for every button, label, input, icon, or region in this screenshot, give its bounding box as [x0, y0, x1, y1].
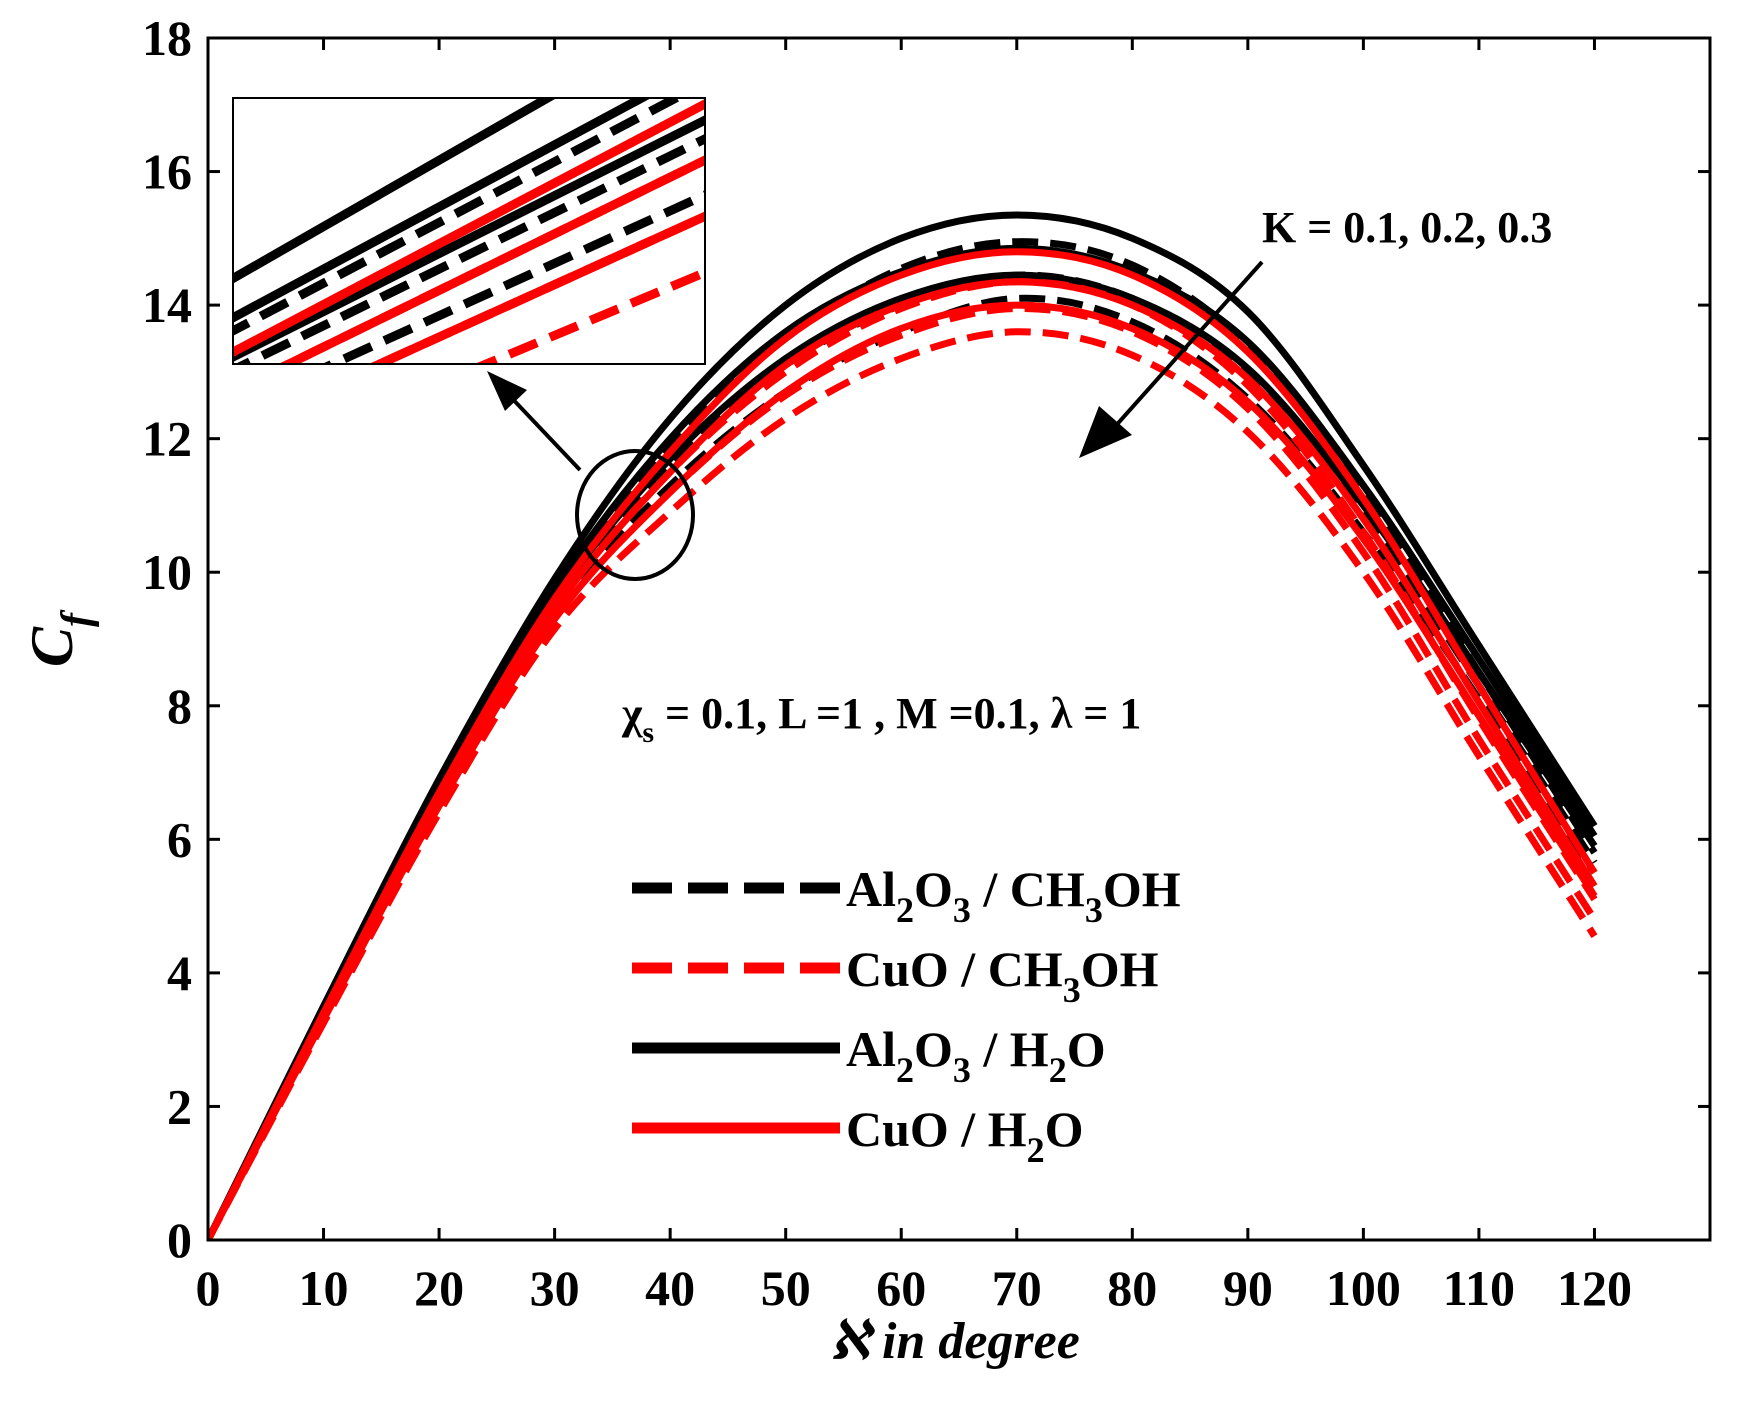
inset-frame	[232, 97, 706, 365]
x-axis: 0 10 20 30 40 50 60 70 80 90 100 110 120	[196, 38, 1632, 1316]
legend-label-al2o3-ch3oh: Al2O3 / CH3OH	[846, 861, 1181, 930]
x-tick-label-90: 90	[1223, 1260, 1273, 1316]
x-tick-label-70: 70	[992, 1260, 1042, 1316]
y-tick-label-18: 18	[142, 10, 192, 66]
y-axis: 0 2 4 6 8 10 12 14 16 18	[142, 10, 1710, 1268]
zoom-marker	[487, 371, 695, 581]
legend-label-cuo-h2o: CuO / H2O	[846, 1101, 1084, 1170]
k-arrow-shaft	[1110, 260, 1264, 432]
series-line-cuo-ch3oh-k-0-3	[208, 328, 1598, 1240]
x-tick-label-40: 40	[645, 1260, 695, 1316]
y-tick-label-4: 4	[167, 945, 192, 1001]
chi-subscript: s	[642, 716, 654, 749]
x-tick-label-0: 0	[196, 1260, 221, 1316]
zoom-arrow-shaft	[504, 390, 582, 472]
inset-line-al2o3-ch3oh-k-0-2	[235, 133, 705, 364]
inset-line-cuo-h2o-k-0-1	[233, 98, 705, 358]
y-tick-label-0: 0	[167, 1212, 192, 1268]
legend: Al2O3 / CH3OH CuO / CH3OH Al2O3 / H2O CuO /…	[632, 861, 1181, 1170]
legend-label-al2o3-h2o: Al2O3 / H2O	[846, 1021, 1106, 1090]
x-tick-label-50: 50	[761, 1260, 811, 1316]
inset-line-al2o3-ch3oh-k-0-3	[321, 190, 705, 364]
y-axis-label: Cf	[19, 609, 100, 667]
plot-frame	[206, 36, 1712, 1242]
y-tick-label-6: 6	[167, 811, 192, 867]
x-tick-label-120: 120	[1557, 1260, 1632, 1316]
inset-lines	[233, 98, 705, 364]
zoom-circle	[575, 449, 695, 581]
inset-line-al2o3-ch3oh-k-0-1	[233, 98, 686, 336]
inset-line-cuo-ch3oh-k-0-1	[278, 155, 705, 364]
zoom-inset	[232, 97, 706, 365]
parameter-values: = 0.1, L =1 , M =0.1, λ = 1	[654, 689, 1141, 738]
x-tick-label-110: 110	[1443, 1260, 1515, 1316]
y-tick-label-2: 2	[167, 1078, 192, 1134]
y-axis-label-subscript: f	[54, 609, 100, 627]
y-tick-label-8: 8	[167, 678, 192, 734]
x-axis-label: ℵ in degree	[830, 1313, 1080, 1370]
parameter-annotation: χs = 0.1, L =1 , M =0.1, λ = 1	[621, 689, 1141, 749]
zoom-arrow-head	[487, 371, 527, 411]
series-layer	[208, 211, 1598, 1240]
y-tick-label-14: 14	[142, 277, 192, 333]
inset-line-al2o3-h2o-k-0-3	[233, 115, 705, 363]
y-axis-label-main: C	[19, 626, 85, 667]
y-tick-label-16: 16	[142, 144, 192, 200]
k-arrow	[1079, 260, 1264, 458]
x-tick-label-60: 60	[876, 1260, 926, 1316]
inset-line-cuo-ch3oh-k-0-2	[368, 211, 705, 364]
x-tick-label-100: 100	[1326, 1260, 1401, 1316]
chi-symbol: χ	[621, 689, 643, 738]
k-arrow-head	[1079, 406, 1132, 458]
y-tick-label-12: 12	[142, 411, 192, 467]
inset-line-al2o3-h2o-k-0-1	[233, 98, 557, 284]
x-tick-label-80: 80	[1107, 1260, 1157, 1316]
axes: 0 10 20 30 40 50 60 70 80 90 100 110 120 0 2 4 6 8 10 12 14…	[142, 10, 1712, 1316]
x-tick-label-10: 10	[299, 1260, 349, 1316]
legend-label-cuo-ch3oh: CuO / CH3OH	[846, 941, 1159, 1010]
x-tick-label-20: 20	[414, 1260, 464, 1316]
inset-line-al2o3-h2o-k-0-2	[233, 98, 652, 323]
x-tick-label-30: 30	[530, 1260, 580, 1316]
y-tick-label-10: 10	[142, 544, 192, 600]
inset-line-cuo-ch3oh-k-0-3	[474, 267, 705, 364]
k-annotation: K = 0.1, 0.2, 0.3	[1262, 203, 1552, 252]
